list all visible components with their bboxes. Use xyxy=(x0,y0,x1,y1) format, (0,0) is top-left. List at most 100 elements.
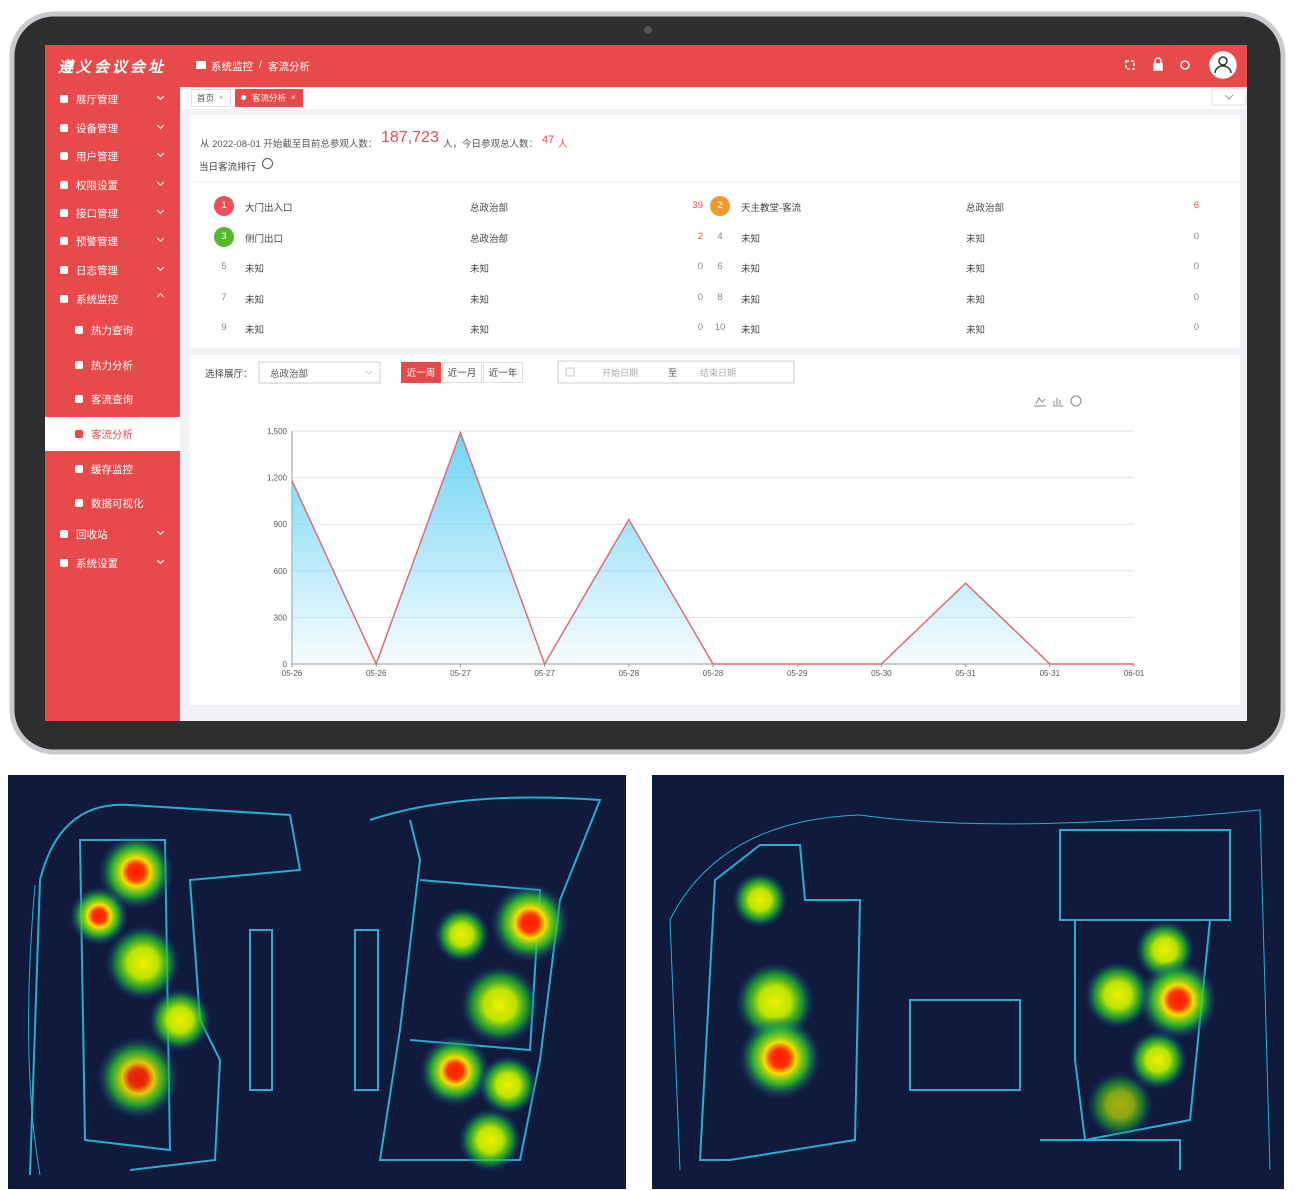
date-start[interactable]: 开始日期 xyxy=(602,368,639,378)
menu-icon xyxy=(60,124,68,132)
date-to: 至 xyxy=(668,368,678,378)
x-tick-label: 05-27 xyxy=(534,669,555,678)
rank-number: 9 xyxy=(221,322,227,333)
rank-dept: 未知 xyxy=(966,264,986,275)
menu-icon xyxy=(75,430,83,438)
menu-item[interactable]: 回收站 xyxy=(76,529,108,541)
date-end[interactable]: 结束日期 xyxy=(700,368,737,378)
menu-item[interactable]: 系统设置 xyxy=(76,558,118,570)
tab[interactable]: 客流分析 xyxy=(235,89,304,107)
breadcrumb: 系统监控 xyxy=(211,61,253,73)
menu-item[interactable]: 日志管理 xyxy=(76,265,118,277)
submenu-item[interactable]: 客流查询 xyxy=(91,394,133,406)
range-button[interactable]: 近一周 xyxy=(401,362,441,383)
menu-icon xyxy=(60,559,68,567)
x-tick-label: 05-26 xyxy=(366,669,387,678)
menu-icon xyxy=(60,181,68,189)
rank-count: 0 xyxy=(1193,261,1199,272)
ranking-title: 当日客流排行 xyxy=(199,162,257,173)
menu-item[interactable]: 预警管理 xyxy=(76,236,118,248)
logo: 遵义会议会址 xyxy=(58,60,167,76)
rank-name: 大门出入口 xyxy=(245,203,293,214)
menu-item[interactable]: 展厅管理 xyxy=(76,94,118,106)
rank-dept: 未知 xyxy=(966,295,986,306)
filter-label: 选择展厅： xyxy=(205,369,253,380)
y-tick-label: 0 xyxy=(283,660,288,669)
rank-dept: 未知 xyxy=(470,264,490,275)
y-tick-label: 900 xyxy=(274,520,288,529)
x-tick-label: 05-29 xyxy=(787,669,808,678)
rank-count: 0 xyxy=(1193,231,1199,242)
rank-count: 6 xyxy=(1193,200,1199,211)
submenu-item[interactable]: 缓存监控 xyxy=(91,464,133,476)
y-tick-label: 300 xyxy=(274,613,288,622)
x-tick-label: 05-31 xyxy=(955,669,976,678)
stat-today: 47 xyxy=(542,134,555,146)
menu-item[interactable]: 用户管理 xyxy=(76,151,118,163)
rank-number: 2 xyxy=(717,200,723,210)
rank-name: 未知 xyxy=(741,234,761,245)
y-tick-label: 600 xyxy=(274,567,288,576)
rank-count: 2 xyxy=(697,231,703,242)
tab-close: × xyxy=(219,93,224,102)
rank-name: 未知 xyxy=(245,295,265,306)
breadcrumb: 客流分析 xyxy=(268,61,310,73)
submenu-item[interactable]: 热力分析 xyxy=(91,360,133,372)
x-tick-label: 05-27 xyxy=(450,669,471,678)
rank-number: 3 xyxy=(221,231,227,241)
submenu-item[interactable]: 热力查询 xyxy=(91,325,133,337)
rank-dept: 未知 xyxy=(470,295,490,306)
rank-name: 天主教堂-客流 xyxy=(741,203,802,214)
rank-dept: 总政治部 xyxy=(966,203,1005,214)
menu-icon xyxy=(75,361,83,369)
rank-name: 未知 xyxy=(245,264,265,275)
stat-total: 187,723 xyxy=(381,129,439,146)
menu-item[interactable]: 系统监控 xyxy=(76,294,118,306)
rank-number: 8 xyxy=(717,292,723,303)
rank-dept: 总政治部 xyxy=(470,234,509,245)
breadcrumb: / xyxy=(259,59,262,71)
rank-name: 未知 xyxy=(245,325,265,336)
stat-prefix: 从 2022-08-01 开始截至目前总参观人数： xyxy=(200,139,378,150)
rank-number: 4 xyxy=(717,231,723,242)
rank-number: 10 xyxy=(714,322,726,333)
rank-dept: 总政治部 xyxy=(470,203,509,214)
tab-close: × xyxy=(291,93,296,102)
hall-select[interactable]: 总政治部 xyxy=(270,369,309,380)
rank-name: 未知 xyxy=(741,325,761,336)
menu-icon xyxy=(75,326,83,334)
rank-dept: 未知 xyxy=(966,325,986,336)
menu-icon xyxy=(60,295,68,303)
menu-icon xyxy=(60,209,68,217)
menu-icon xyxy=(60,95,68,103)
rank-count: 0 xyxy=(1193,322,1199,333)
menu-item[interactable]: 权限设置 xyxy=(76,180,118,192)
menu-item[interactable]: 设备管理 xyxy=(76,123,118,135)
x-tick-label: 05-28 xyxy=(619,669,640,678)
menu-icon xyxy=(75,395,83,403)
rank-count: 0 xyxy=(697,292,703,303)
menu-icon xyxy=(75,499,83,507)
rank-badge xyxy=(214,227,234,247)
menu-item[interactable]: 接口管理 xyxy=(76,208,118,220)
x-tick-label: 05-31 xyxy=(1040,669,1061,678)
submenu-item[interactable]: 数据可视化 xyxy=(91,498,144,510)
menu-icon xyxy=(60,530,68,538)
rank-dept: 未知 xyxy=(966,234,986,245)
tab-dot xyxy=(241,95,246,100)
x-tick-label: 05-26 xyxy=(282,669,303,678)
range-button[interactable]: 近一月 xyxy=(442,362,482,383)
rank-name: 侧门出口 xyxy=(245,234,284,245)
stat-mid: 人，今日参观总人数： xyxy=(443,139,539,150)
tab[interactable]: 首页 xyxy=(191,89,232,107)
rank-number: 5 xyxy=(221,261,227,272)
rank-badge xyxy=(214,196,234,216)
heatmaps xyxy=(8,775,1284,1189)
rank-name: 未知 xyxy=(741,264,761,275)
range-button[interactable]: 近一年 xyxy=(483,362,523,383)
area xyxy=(292,432,1134,664)
submenu-item[interactable]: 客流分析 xyxy=(91,429,133,441)
rank-number: 6 xyxy=(717,261,723,272)
menu-icon xyxy=(60,152,68,160)
